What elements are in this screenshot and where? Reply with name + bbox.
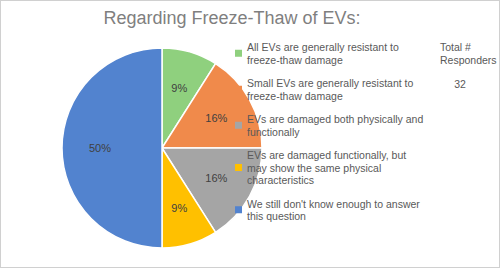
annotation: Total #Responders 32 — [440, 41, 497, 90]
data-label: 16% — [205, 172, 227, 184]
legend-item: Small EVs are generally resistant tofree… — [235, 77, 413, 102]
legend-label: EVs are damaged functionally, butmay sho… — [247, 149, 406, 186]
text-line: this question — [247, 210, 306, 222]
text-line: characteristics — [247, 174, 314, 186]
legend-swatch — [235, 86, 242, 93]
slice — [162, 148, 216, 248]
data-label: 9% — [171, 82, 187, 94]
text-line: functionally — [247, 126, 300, 138]
text-line: EVs are damaged both physically and — [247, 113, 423, 125]
text-line: All EVs are generally resistant to — [247, 41, 399, 53]
text-line: We still don't know enough to answer — [247, 198, 420, 210]
legend-swatch — [235, 164, 242, 171]
annotation-label: Total #Responders — [440, 41, 497, 66]
text-line: freeze-thaw damage — [247, 90, 343, 102]
text-line: EVs are damaged functionally, but — [247, 149, 406, 161]
text-line: freeze-thaw damage — [247, 54, 343, 66]
title: Regarding Freeze-Thaw of EVs: — [103, 8, 360, 28]
legend-label: All EVs are generally resistant tofreeze… — [247, 41, 399, 66]
legend-item: EVs are damaged functionally, butmay sho… — [235, 149, 406, 186]
legend: All EVs are generally resistant tofreeze… — [235, 41, 423, 222]
text-line: may show the same physical — [247, 162, 381, 174]
legend-swatch — [235, 206, 242, 213]
background — [1, 1, 500, 268]
legend-swatch — [235, 50, 242, 57]
text-line: Total # — [440, 41, 471, 53]
legend-label: EVs are damaged both physically andfunct… — [247, 113, 423, 138]
plot-area — [62, 48, 262, 248]
annotation-value: 32 — [454, 78, 466, 90]
data-label: 16% — [205, 112, 227, 124]
text-line: Small EVs are generally resistant to — [247, 77, 413, 89]
slice — [62, 48, 162, 248]
legend-label: We still don't know enough to answerthis… — [247, 198, 420, 223]
legend-label: Small EVs are generally resistant tofree… — [247, 77, 413, 102]
legend-item: We still don't know enough to answerthis… — [235, 198, 420, 223]
chart: Regarding Freeze-Thaw of EVs: 9% 16% 16% 9% 5… — [0, 0, 500, 268]
slices — [62, 48, 262, 248]
data-labels: 9% 16% 16% 9% 50% — [89, 82, 228, 213]
data-label: 50% — [89, 142, 111, 154]
legend-item: EVs are damaged both physically andfunct… — [235, 113, 423, 138]
legend-item: All EVs are generally resistant tofreeze… — [235, 41, 399, 66]
legend-swatch — [235, 122, 242, 129]
text-line: Responders — [440, 54, 497, 66]
data-label: 9% — [171, 202, 187, 214]
